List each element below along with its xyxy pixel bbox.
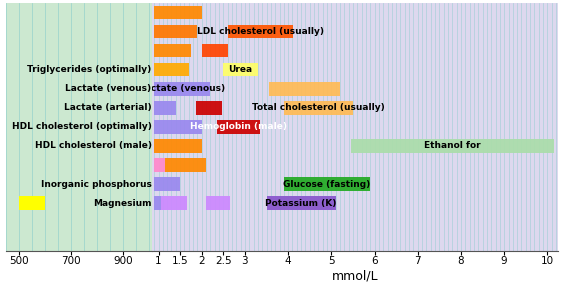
Text: HDL cholesterol (optimally): HDL cholesterol (optimally) [12,122,151,131]
Bar [223,63,258,76]
Bar [154,177,180,191]
Bar [154,63,188,76]
Bar [217,120,260,134]
Bar [154,25,197,38]
Text: Lactate (arterial): Lactate (arterial) [64,103,151,112]
Bar [284,101,353,115]
Bar [154,5,202,19]
Text: Ethanol for: Ethanol for [424,141,481,150]
Text: Total cholesterol (usually): Total cholesterol (usually) [252,103,385,112]
Text: Glucose (fasting): Glucose (fasting) [283,180,371,189]
Bar [160,196,187,210]
Bar [351,139,554,153]
Bar [154,101,176,115]
Bar [154,158,165,172]
Bar [154,44,191,57]
Text: Potassium (K): Potassium (K) [265,199,337,207]
Bar [196,101,223,115]
Text: Lactate (venous): Lactate (venous) [66,84,151,93]
Text: Lactate (venous): Lactate (venous) [139,84,226,93]
Bar [284,177,370,191]
Text: Hemoglobin (male): Hemoglobin (male) [190,122,287,131]
Bar [202,44,228,57]
Bar [165,158,206,172]
Bar [206,196,230,210]
Text: Urea: Urea [228,65,252,74]
Bar [154,120,202,134]
Bar [228,25,293,38]
Text: Triglycerides (optimally): Triglycerides (optimally) [27,65,151,74]
Bar [154,196,160,210]
Bar [154,139,202,153]
X-axis label: mmol/L: mmol/L [332,269,379,282]
Bar [266,196,335,210]
Text: Magnesium: Magnesium [93,199,151,207]
Text: Inorganic phosphorus: Inorganic phosphorus [40,180,151,189]
Bar [19,196,45,210]
Bar [154,82,210,95]
Text: LDL cholesterol (usually): LDL cholesterol (usually) [197,27,324,36]
Bar [269,82,340,95]
Text: HDL cholesterol (male): HDL cholesterol (male) [35,141,151,150]
